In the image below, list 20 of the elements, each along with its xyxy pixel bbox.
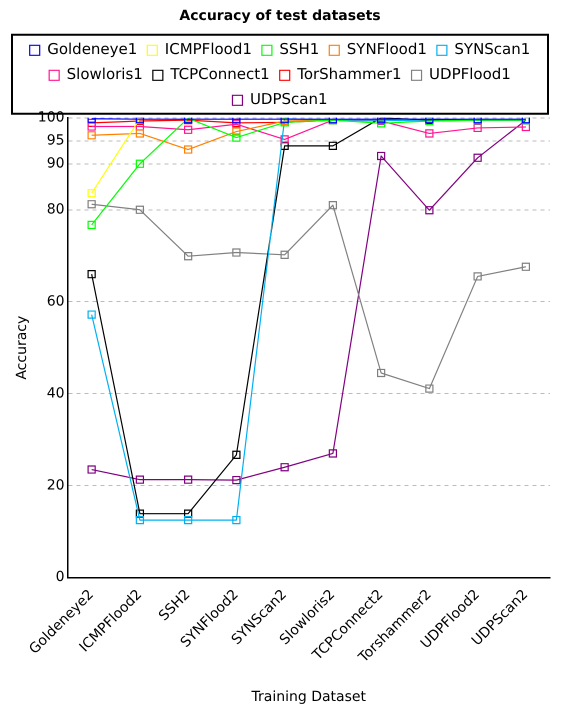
legend-label: TorShammer1 [296, 65, 402, 84]
y-tick-label: 90 [46, 155, 65, 172]
legend-label: SSH1 [279, 40, 320, 58]
legend-label: UDPFlood1 [429, 65, 511, 84]
y-tick-label: 80 [46, 201, 65, 218]
legend-label: SYNFlood1 [346, 40, 427, 58]
y-tick-label: 0 [56, 569, 65, 586]
legend-label: TCPConnect1 [169, 65, 270, 84]
chart-title: Accuracy of test datasets [179, 8, 381, 24]
legend-label: Goldeneye1 [47, 40, 138, 58]
y-tick-label: 95 [46, 132, 65, 148]
y-axis-title: Accuracy [14, 316, 30, 380]
legend-label: UDPScan1 [250, 90, 328, 108]
legend-label: SYNScan1 [454, 40, 530, 58]
y-tick-label: 40 [46, 385, 65, 402]
legend-label: ICMPFlood1 [164, 40, 252, 58]
y-tick-label: 20 [46, 477, 65, 494]
x-axis-title: Training Dataset [250, 689, 367, 706]
legend-label: Slowloris1 [66, 65, 143, 84]
y-tick-label: 60 [46, 293, 65, 310]
